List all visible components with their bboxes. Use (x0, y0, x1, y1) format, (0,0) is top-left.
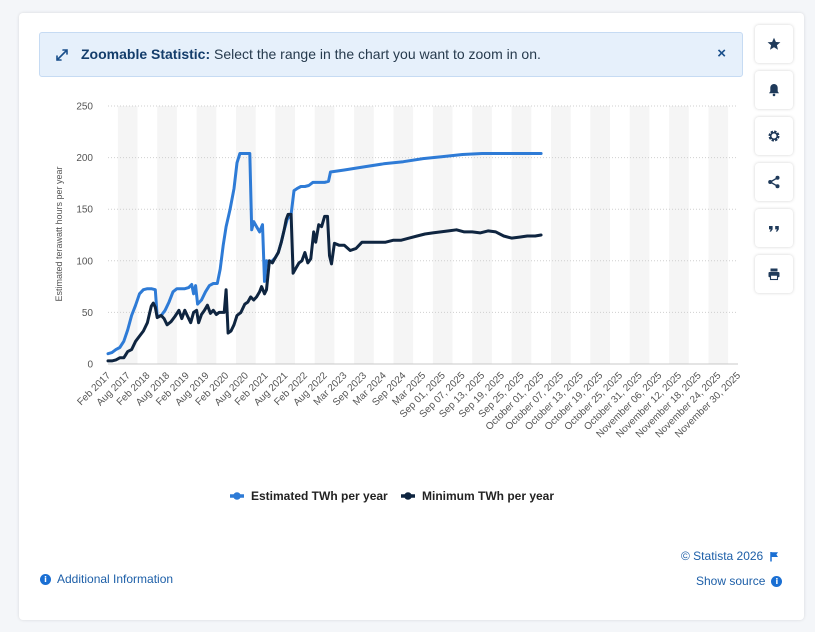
flag-icon (770, 551, 779, 561)
y-tick-label: 250 (76, 102, 93, 113)
info-icon: i (40, 573, 51, 585)
legend: Estimated TWh per year Minimum TWh per y… (230, 489, 554, 503)
banner-title: Zoomable Statistic: (81, 46, 211, 62)
plot-band (196, 106, 217, 364)
y-tick-label: 50 (82, 308, 94, 319)
y-tick-label: 200 (76, 153, 93, 164)
plot-band (354, 106, 374, 364)
settings-button[interactable] (755, 117, 793, 155)
show-source-link[interactable]: Show source i (696, 574, 783, 588)
plot-band (314, 106, 335, 364)
plot-band (472, 106, 492, 364)
expand-arrows-icon (56, 49, 68, 61)
legend-item-minimum[interactable]: Minimum TWh per year (401, 489, 554, 503)
plot-band (669, 106, 689, 364)
y-tick-label: 100 (76, 256, 93, 267)
print-button[interactable] (755, 255, 793, 293)
star-icon (767, 37, 781, 50)
close-icon[interactable]: × (717, 45, 726, 62)
notifications-button[interactable] (755, 71, 793, 109)
zoom-banner: Zoomable Statistic: Select the range in … (39, 32, 743, 77)
cite-button[interactable] (755, 209, 793, 247)
bell-icon (769, 84, 779, 97)
copyright-credit[interactable]: © Statista 2026 (681, 549, 779, 563)
plot-band (629, 106, 650, 364)
series-line-minimum[interactable] (106, 212, 543, 363)
show-source-label: Show source (696, 574, 766, 588)
plot-band (157, 106, 177, 364)
additional-info-link[interactable]: i Additional Information (40, 572, 173, 586)
banner-message: Select the range in the chart you want t… (214, 46, 541, 62)
printer-icon (768, 268, 780, 281)
gear-icon (768, 130, 780, 142)
plot-band (432, 106, 453, 364)
plot-band (275, 106, 296, 364)
legend-label-minimum: Minimum TWh per year (422, 489, 554, 503)
copyright-text: © Statista 2026 (681, 549, 764, 563)
legend-label-estimated: Estimated TWh per year (251, 489, 388, 503)
share-button[interactable] (755, 163, 793, 201)
y-axis-label: Estimated terawatt hours per year (54, 166, 64, 301)
legend-item-estimated[interactable]: Estimated TWh per year (230, 489, 388, 503)
info-icon: i (771, 575, 783, 587)
banner-text: Zoomable Statistic: Select the range in … (81, 46, 541, 62)
plot-band (550, 106, 571, 364)
plot-band (393, 106, 414, 364)
y-tick-label: 150 (76, 205, 93, 216)
plot-band (117, 106, 138, 364)
share-icon (768, 175, 780, 189)
y-tick-label: 0 (87, 360, 93, 371)
additional-info-label: Additional Information (57, 572, 174, 586)
plot-band (590, 106, 611, 364)
plot-band (708, 106, 729, 364)
quote-icon (769, 226, 779, 232)
plot-band (235, 106, 256, 364)
favorite-button[interactable] (755, 25, 793, 63)
plot-band (511, 106, 532, 364)
